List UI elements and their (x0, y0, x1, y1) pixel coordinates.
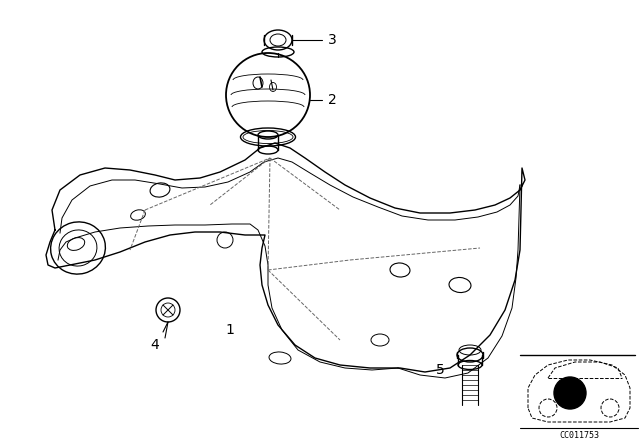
Text: 4: 4 (150, 338, 159, 352)
Text: 5: 5 (436, 363, 444, 377)
Text: 1: 1 (225, 323, 234, 337)
Circle shape (554, 377, 586, 409)
Text: 2: 2 (328, 93, 337, 107)
Text: CC011753: CC011753 (559, 431, 599, 439)
Text: 3: 3 (328, 33, 337, 47)
